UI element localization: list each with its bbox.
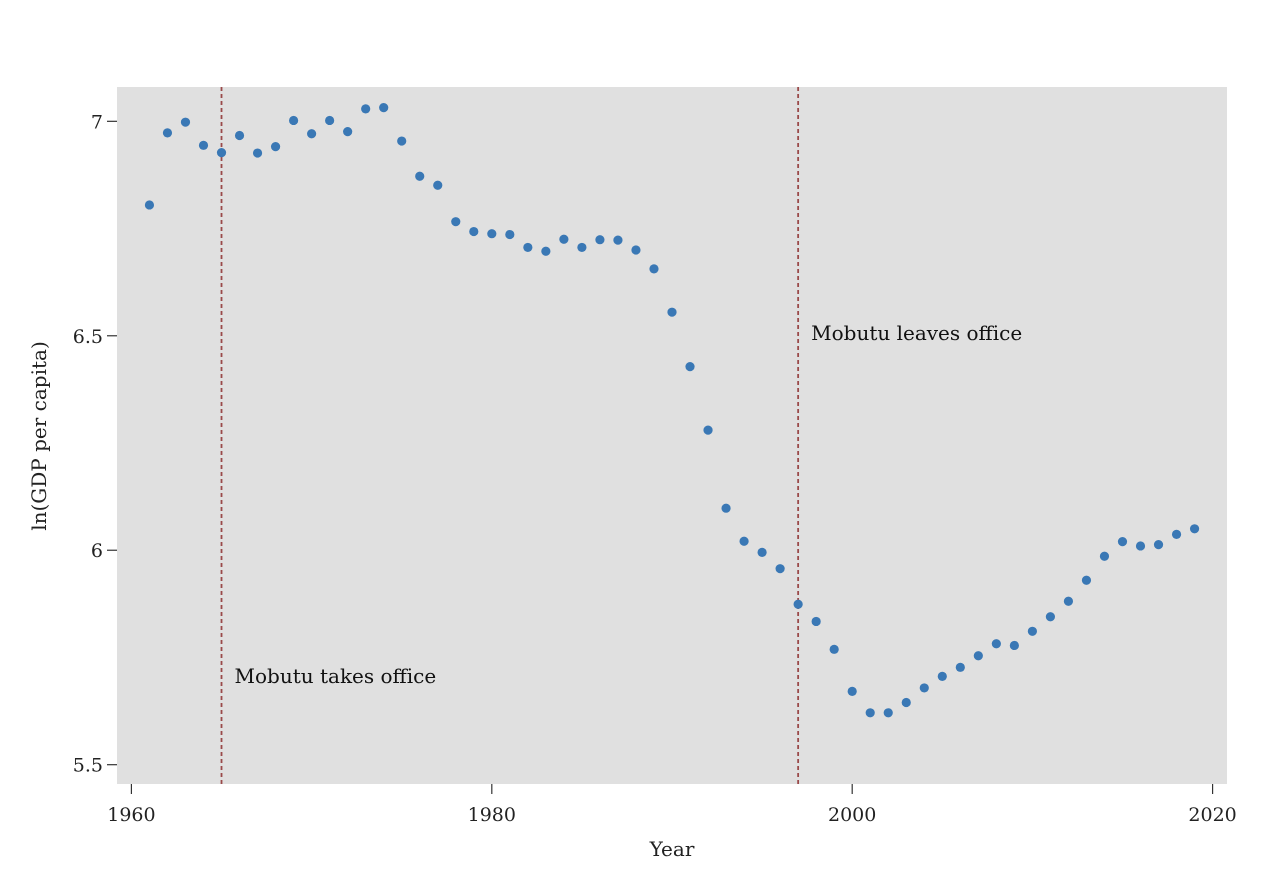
annotations: Mobutu takes office Mobutu leaves office [235, 321, 1023, 688]
data-point [1009, 640, 1019, 651]
data-point [955, 662, 965, 672]
data-point [397, 136, 407, 146]
data-point [180, 117, 191, 127]
data-point [757, 547, 767, 557]
data-point [252, 148, 263, 158]
data-point [631, 245, 641, 255]
data-point [415, 171, 425, 181]
data-point [144, 200, 155, 210]
data-point [307, 129, 317, 139]
data-point [973, 651, 983, 661]
data-point [1135, 541, 1146, 551]
data-point [811, 616, 821, 627]
data-point [288, 115, 299, 126]
y-axis: 5.5 6 6.5 7 [73, 111, 117, 777]
data-point [739, 536, 749, 546]
data-point [1081, 575, 1092, 585]
x-tick-label: 2020 [1188, 804, 1236, 826]
data-point [1027, 626, 1037, 636]
data-point [541, 246, 551, 256]
data-point [595, 235, 605, 245]
data-point [685, 362, 695, 372]
annotation-label: Mobutu takes office [235, 664, 437, 688]
data-point [901, 697, 911, 708]
data-point [234, 130, 245, 141]
data-point [379, 102, 389, 113]
data-point [1153, 540, 1164, 550]
data-point [937, 671, 947, 681]
y-tick-label: 5.5 [73, 755, 103, 777]
data-point [919, 683, 929, 693]
data-point [883, 708, 893, 718]
data-point [847, 686, 857, 696]
data-point [343, 127, 353, 137]
data-point [577, 242, 587, 253]
data-point [559, 234, 569, 244]
data-point [1099, 551, 1110, 561]
data-point [703, 425, 713, 435]
x-axis: 1960 1980 2000 2020 [107, 784, 1237, 826]
data-point [198, 140, 209, 150]
data-point [325, 115, 335, 126]
data-point [1117, 537, 1128, 547]
data-point [433, 180, 443, 190]
x-tick-label: 1980 [468, 804, 516, 826]
annotation-label: Mobutu leaves office [811, 321, 1022, 345]
x-tick-label: 2000 [828, 804, 876, 826]
data-point [162, 128, 173, 138]
data-point [216, 148, 227, 158]
data-point [649, 264, 659, 274]
plot-panel [117, 87, 1227, 784]
data-point [523, 242, 533, 253]
data-point [451, 217, 461, 227]
y-axis-title: ln(GDP per capita) [27, 341, 51, 531]
data-point [487, 229, 497, 239]
data-point [991, 639, 1001, 649]
y-tick-label: 6.5 [73, 326, 103, 348]
y-tick-label: 7 [91, 111, 103, 133]
data-point [1171, 529, 1182, 539]
data-point [361, 104, 371, 114]
x-axis-title: Year [649, 837, 695, 861]
data-point [1063, 596, 1074, 606]
data-point [469, 226, 479, 237]
data-point [505, 229, 515, 240]
data-point [613, 235, 623, 245]
y-tick-label: 6 [91, 540, 103, 562]
data-points [144, 102, 1200, 718]
data-point [829, 644, 839, 654]
data-point [775, 564, 785, 574]
data-point [1045, 612, 1056, 622]
data-point [721, 503, 731, 513]
data-point [270, 142, 281, 152]
x-tick-label: 1960 [107, 804, 155, 826]
data-point [865, 708, 875, 718]
data-point [667, 307, 677, 317]
data-point [793, 599, 803, 609]
data-point [1189, 524, 1200, 534]
